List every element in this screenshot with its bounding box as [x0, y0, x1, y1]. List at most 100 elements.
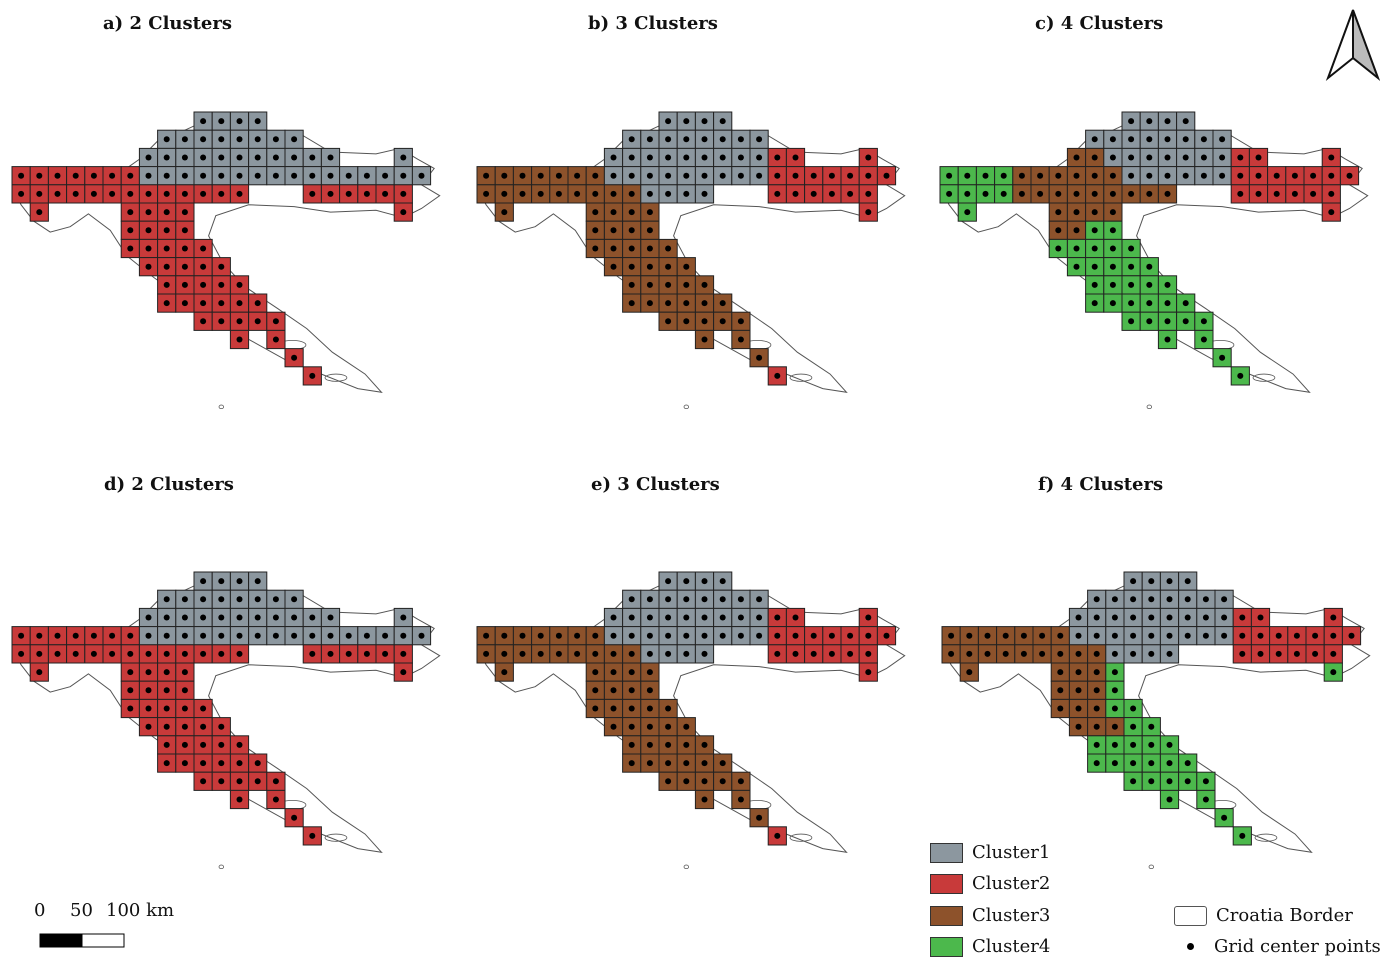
grid-center-point: [1330, 669, 1337, 676]
grid-center-point: [1093, 614, 1100, 621]
grid-center-point: [646, 209, 653, 216]
grid-center-point: [1202, 796, 1209, 803]
grid-center-point: [1111, 632, 1118, 639]
grid-center-point: [1164, 336, 1171, 343]
legend-swatch-cluster4: [930, 936, 963, 957]
grid-center-point: [701, 154, 708, 161]
grid-center-point: [236, 760, 243, 767]
grid-center-point: [646, 650, 653, 657]
grid-center-point: [610, 650, 617, 657]
grid-center-point: [828, 632, 835, 639]
grid-center-point: [181, 705, 188, 712]
grid-center-point: [327, 154, 334, 161]
grid-center-point: [363, 172, 370, 179]
grid-center-point: [865, 172, 872, 179]
grid-center-point: [1273, 190, 1280, 197]
grid-center-point: [701, 741, 708, 748]
grid-center-point: [828, 190, 835, 197]
grid-center-point: [1091, 190, 1098, 197]
grid-center-point: [200, 318, 207, 325]
grid-center-point: [145, 190, 152, 197]
grid-center-point: [1130, 578, 1137, 585]
grid-center-point: [1164, 172, 1171, 179]
grid-center-point: [701, 632, 708, 639]
grid-center-point: [218, 136, 225, 143]
map-panel-c: [939, 111, 1369, 410]
grid-center-point: [1310, 190, 1317, 197]
grid-center-point: [181, 172, 188, 179]
grid-center-point: [218, 172, 225, 179]
grid-center-point: [1130, 632, 1137, 639]
grid-center-point: [646, 741, 653, 748]
scale-tick-100: 100 km: [106, 900, 175, 921]
grid-center-point: [774, 632, 781, 639]
grid-center-point: [272, 778, 279, 785]
grid-center-point: [400, 209, 407, 216]
grid-center-point: [966, 650, 973, 657]
grid-center-point: [1109, 263, 1116, 270]
grid-center-point: [628, 596, 635, 603]
grid-center-point: [200, 300, 207, 307]
grid-center-point: [382, 190, 389, 197]
grid-center-point: [1130, 741, 1137, 748]
grid-center-point: [1055, 190, 1062, 197]
grid-center-point: [628, 632, 635, 639]
grid-center-point: [1237, 372, 1244, 379]
grid-center-point: [145, 263, 152, 270]
grid-center-point: [200, 154, 207, 161]
grid-center-point: [1128, 190, 1135, 197]
grid-center-point: [181, 596, 188, 603]
grid-center-point: [964, 190, 971, 197]
grid-center-point: [756, 596, 763, 603]
grid-center-point: [90, 632, 97, 639]
grid-center-point: [1055, 227, 1062, 234]
grid-center-point: [218, 318, 225, 325]
grid-center-point: [145, 154, 152, 161]
grid-center-point: [291, 354, 298, 361]
grid-center-point: [792, 172, 799, 179]
grid-center-point: [701, 578, 708, 585]
grid-center-point: [1000, 172, 1007, 179]
grid-center-point: [1310, 172, 1317, 179]
grid-center-point: [792, 614, 799, 621]
grid-center-point: [1075, 669, 1082, 676]
grid-center-point: [665, 596, 672, 603]
grid-center-point: [756, 136, 763, 143]
grid-center-point: [574, 632, 581, 639]
grid-center-point: [683, 778, 690, 785]
grid-center-point: [719, 318, 726, 325]
grid-center-point: [1164, 300, 1171, 307]
grid-center-point: [1091, 300, 1098, 307]
grid-center-point: [1202, 614, 1209, 621]
grid-center-point: [1148, 650, 1155, 657]
grid-center-point: [1075, 705, 1082, 712]
grid-center-point: [646, 723, 653, 730]
grid-center-point: [309, 632, 316, 639]
grid-center-point: [610, 632, 617, 639]
grid-center-point: [1130, 705, 1137, 712]
grid-center-point: [665, 578, 672, 585]
island-outline: [218, 404, 224, 410]
grid-center-point: [1148, 632, 1155, 639]
grid-center-point: [756, 354, 763, 361]
legend-label-cluster3: Cluster3: [972, 905, 1051, 926]
grid-center-point: [1111, 596, 1118, 603]
grid-center-point: [1073, 227, 1080, 234]
legend-cluster1: Cluster1: [930, 842, 1050, 863]
grid-center-point: [36, 632, 43, 639]
grid-center-point: [1111, 705, 1118, 712]
grid-center-point: [163, 263, 170, 270]
grid-center-point: [1330, 614, 1337, 621]
grid-center-point: [1018, 172, 1025, 179]
grid-center-point: [1128, 281, 1135, 288]
grid-center-point: [236, 300, 243, 307]
scale-tick-0: 0: [34, 900, 46, 921]
grid-center-point: [145, 687, 152, 694]
grid-center-point: [592, 650, 599, 657]
grid-center-point: [200, 723, 207, 730]
grid-center-point: [163, 227, 170, 234]
grid-center-point: [309, 172, 316, 179]
grid-center-point: [254, 578, 261, 585]
grid-center-point: [574, 650, 581, 657]
